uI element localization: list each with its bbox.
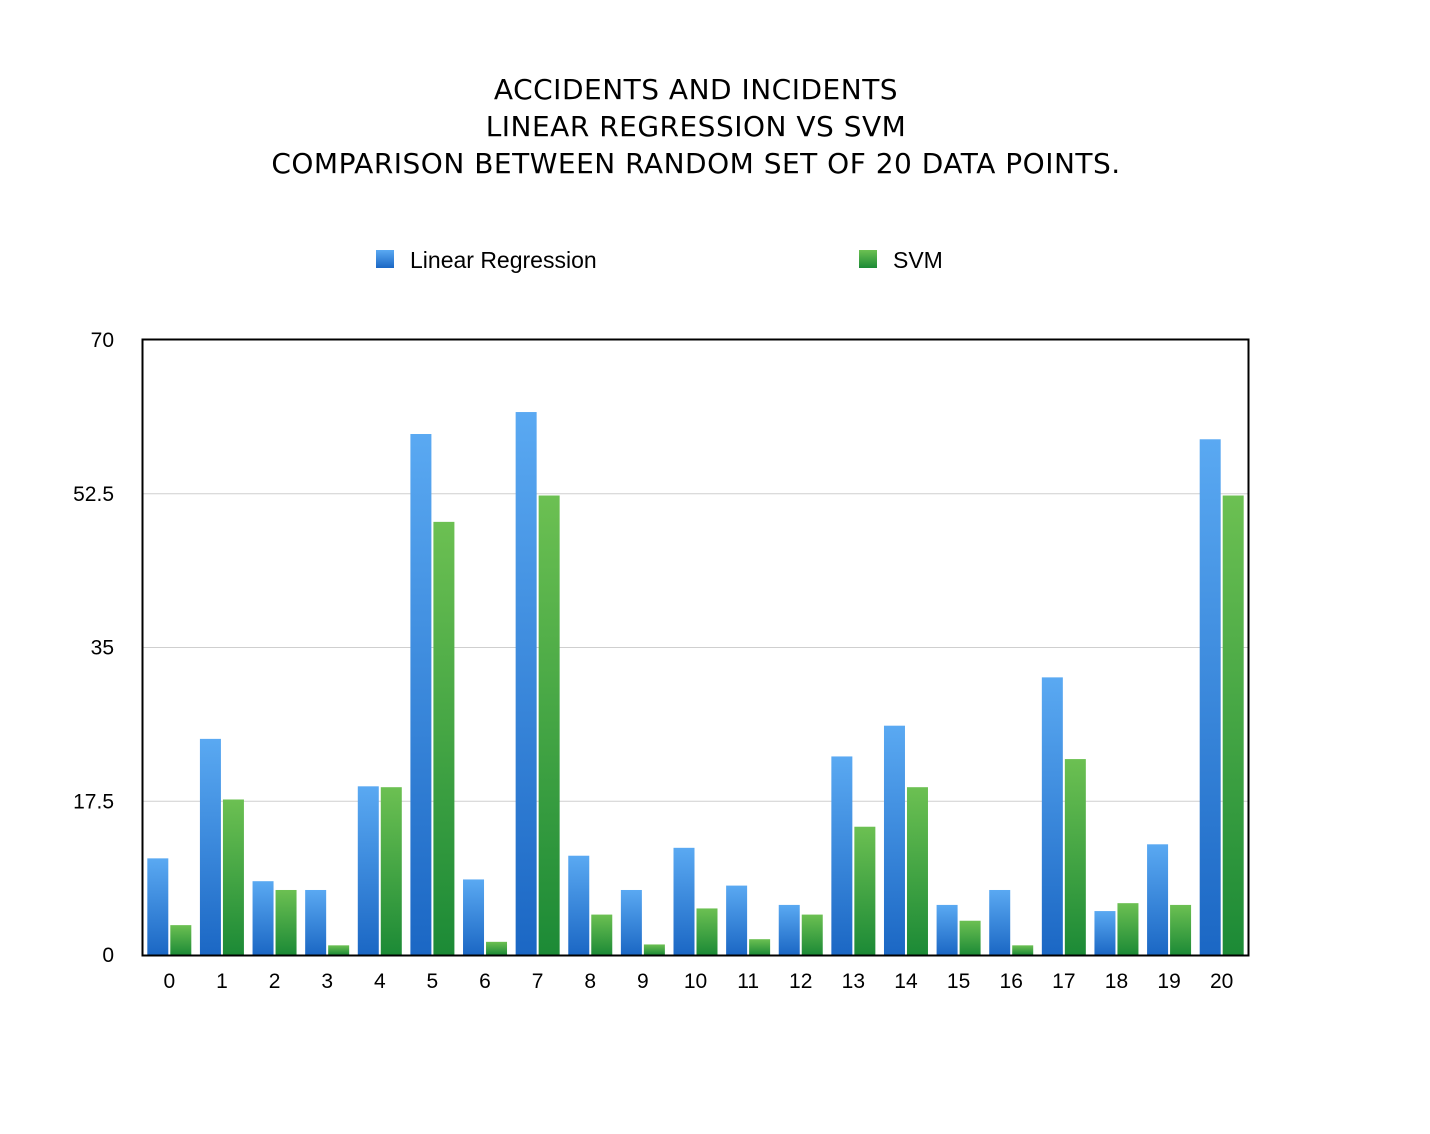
legend-swatch-linear-regression bbox=[376, 250, 394, 268]
y-tick-label: 0 bbox=[102, 944, 114, 967]
bar-linear-regression-14 bbox=[883, 725, 905, 955]
bar-svm-2 bbox=[275, 889, 297, 955]
x-axis: 0 1 2 3 4 5 6 7 8 9 10 11 12 13 14 15 16 17 18 19 20 bbox=[163, 970, 1233, 993]
bar-linear-regression-11 bbox=[726, 885, 748, 955]
y-tick-label: 35 bbox=[91, 637, 114, 660]
bar-svm-3 bbox=[328, 945, 350, 955]
bar-linear-regression-7 bbox=[515, 412, 537, 955]
plot-area-frame bbox=[141, 338, 1250, 957]
bar-svm-5 bbox=[433, 521, 455, 955]
bar-linear-regression-13 bbox=[831, 756, 853, 955]
bar-svm-14 bbox=[906, 787, 928, 955]
chart-legend: Linear Regression SVM bbox=[376, 247, 943, 273]
bar-svm-8 bbox=[591, 914, 613, 955]
bar-svm-10 bbox=[696, 908, 718, 955]
x-tick-label: 3 bbox=[321, 970, 333, 993]
x-tick-label: 15 bbox=[947, 970, 970, 993]
y-tick-label: 70 bbox=[91, 329, 114, 352]
x-tick-label: 5 bbox=[427, 970, 439, 993]
bar-linear-regression-1 bbox=[199, 738, 221, 955]
bar-linear-regression-10 bbox=[673, 847, 695, 955]
legend-swatch-svm bbox=[859, 250, 877, 268]
bar-svm-16 bbox=[1012, 945, 1034, 955]
bar-svm-1 bbox=[222, 799, 244, 955]
grid-lines bbox=[143, 493, 1248, 802]
y-tick-label: 52.5 bbox=[73, 483, 114, 506]
chart-title-line-3: COMPARISON BETWEEN RANDOM SET OF 20 DATA… bbox=[271, 147, 1120, 180]
bar-linear-regression-20 bbox=[1199, 439, 1221, 955]
bar-svm-9 bbox=[643, 944, 665, 955]
x-tick-label: 16 bbox=[1000, 970, 1023, 993]
bar-linear-regression-9 bbox=[620, 889, 642, 955]
bar-linear-regression-5 bbox=[410, 434, 432, 955]
x-tick-label: 11 bbox=[737, 970, 759, 993]
bar-linear-regression-4 bbox=[357, 786, 379, 955]
bar-linear-regression-12 bbox=[778, 904, 800, 955]
bar-svm-7 bbox=[538, 495, 560, 955]
bar-linear-regression-18 bbox=[1094, 911, 1116, 955]
x-tick-label: 19 bbox=[1157, 970, 1180, 993]
chart-title-line-2: LINEAR REGRESSION VS SVM bbox=[486, 110, 907, 143]
bar-svm-11 bbox=[749, 939, 771, 955]
y-tick-label: 17.5 bbox=[73, 790, 114, 813]
bars bbox=[147, 412, 1244, 955]
bar-linear-regression-3 bbox=[305, 889, 327, 955]
bar-linear-regression-6 bbox=[463, 879, 485, 955]
bar-svm-4 bbox=[380, 787, 402, 955]
bar-svm-0 bbox=[170, 925, 192, 955]
bar-linear-regression-16 bbox=[989, 889, 1011, 955]
x-tick-label: 20 bbox=[1210, 970, 1233, 993]
bar-svm-13 bbox=[854, 826, 876, 955]
x-tick-label: 8 bbox=[584, 970, 596, 993]
x-tick-label: 13 bbox=[842, 970, 865, 993]
x-tick-label: 6 bbox=[479, 970, 491, 993]
bar-svm-18 bbox=[1117, 903, 1139, 955]
y-axis: 0 17.5 35 52.5 70 bbox=[73, 329, 114, 967]
x-tick-label: 17 bbox=[1052, 970, 1075, 993]
x-tick-label: 2 bbox=[269, 970, 281, 993]
chart-title-line-1: ACCIDENTS AND INCIDENTS bbox=[494, 73, 898, 106]
x-tick-label: 0 bbox=[163, 970, 175, 993]
x-tick-label: 12 bbox=[789, 970, 812, 993]
legend-label-svm: SVM bbox=[893, 247, 943, 273]
x-tick-label: 1 bbox=[216, 970, 228, 993]
bar-svm-12 bbox=[801, 914, 823, 955]
bar-svm-19 bbox=[1170, 904, 1192, 955]
x-tick-label: 4 bbox=[374, 970, 386, 993]
x-tick-label: 7 bbox=[532, 970, 544, 993]
bar-linear-regression-8 bbox=[568, 855, 590, 955]
bar-svm-6 bbox=[486, 941, 508, 955]
bar-svm-15 bbox=[959, 920, 981, 955]
bar-svm-20 bbox=[1222, 495, 1244, 955]
bar-linear-regression-17 bbox=[1041, 677, 1063, 955]
x-tick-label: 9 bbox=[637, 970, 649, 993]
bar-linear-regression-15 bbox=[936, 904, 958, 955]
bar-svm-17 bbox=[1064, 759, 1086, 955]
x-tick-label: 14 bbox=[894, 970, 918, 993]
bar-linear-regression-2 bbox=[252, 881, 274, 955]
bar-linear-regression-0 bbox=[147, 858, 169, 955]
x-tick-label: 18 bbox=[1105, 970, 1128, 993]
bar-linear-regression-19 bbox=[1147, 844, 1169, 955]
legend-label-linear-regression: Linear Regression bbox=[410, 247, 597, 273]
chart-title: ACCIDENTS AND INCIDENTS LINEAR REGRESSIO… bbox=[271, 73, 1120, 180]
x-tick-label: 10 bbox=[684, 970, 707, 993]
